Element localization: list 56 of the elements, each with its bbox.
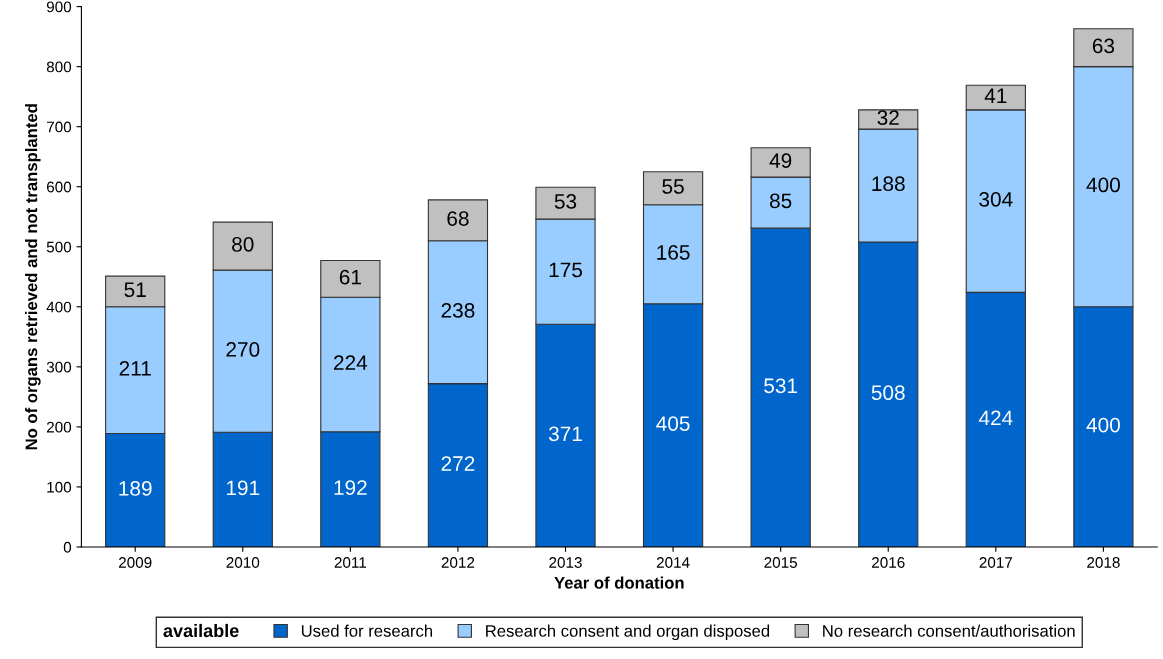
x-tick-label: 2014 (656, 557, 690, 568)
data-label: 51 (124, 282, 146, 298)
y-tick-label: 400 (46, 301, 72, 313)
x-tick-label: 2011 (334, 557, 367, 568)
data-label: 49 (769, 153, 792, 168)
data-label: 192 (334, 480, 367, 495)
y-tick-label: 200 (46, 421, 72, 433)
legend-title: available (163, 623, 239, 638)
data-label: 238 (441, 303, 475, 318)
data-label: 85 (769, 193, 792, 209)
legend-label: No research consent/authorisation (823, 624, 1075, 637)
y-axis-title: No of organs retrieved and not transplanted (25, 104, 41, 450)
data-label: 165 (657, 245, 690, 260)
y-tick-label: 500 (46, 241, 72, 253)
data-label: 175 (549, 262, 583, 278)
data-label: 53 (554, 194, 577, 209)
data-label: 371 (548, 426, 582, 442)
data-label: 61 (339, 269, 361, 285)
y-tick-label: 900 (46, 1, 72, 13)
data-label: 41 (984, 88, 1007, 103)
x-tick-label: 2010 (226, 557, 260, 568)
y-tick-label: 800 (46, 61, 72, 73)
x-tick-label: 2017 (979, 557, 1013, 568)
y-tick-label: 700 (46, 121, 72, 133)
legend-label: Used for research (301, 624, 433, 637)
data-label: 55 (662, 179, 684, 194)
data-label: 188 (872, 176, 905, 192)
x-tick-label: 2012 (441, 557, 475, 568)
data-label: 68 (447, 211, 469, 226)
data-label: 424 (978, 410, 1013, 426)
data-label: 270 (226, 342, 260, 357)
x-tick-label: 2015 (764, 557, 798, 568)
y-tick-label: 300 (46, 361, 72, 373)
data-label: 405 (656, 416, 690, 431)
x-tick-label: 2016 (872, 557, 905, 568)
data-label: 400 (1086, 177, 1120, 193)
data-label: 400 (1086, 417, 1120, 433)
data-label: 272 (441, 456, 475, 471)
data-label: 80 (232, 237, 254, 252)
y-tick-label: 0 (63, 541, 72, 553)
data-label: 211 (119, 360, 151, 376)
x-tick-label: 2018 (1087, 557, 1120, 568)
legend-label: Research consent and organ disposed (486, 624, 770, 641)
y-tick-label: 600 (46, 181, 72, 193)
x-tick-label: 2009 (118, 557, 152, 568)
data-label: 191 (226, 480, 260, 496)
data-label: 531 (764, 378, 798, 394)
data-label: 63 (1092, 38, 1115, 54)
data-label: 224 (334, 355, 368, 370)
data-label: 508 (871, 385, 905, 401)
data-label: 304 (979, 191, 1013, 207)
x-tick-label: 2013 (549, 557, 582, 568)
data-label: 32 (877, 110, 899, 126)
y-tick-label: 100 (47, 481, 72, 493)
data-label: 189 (119, 481, 152, 496)
x-axis-title: Year of donation (554, 576, 684, 589)
